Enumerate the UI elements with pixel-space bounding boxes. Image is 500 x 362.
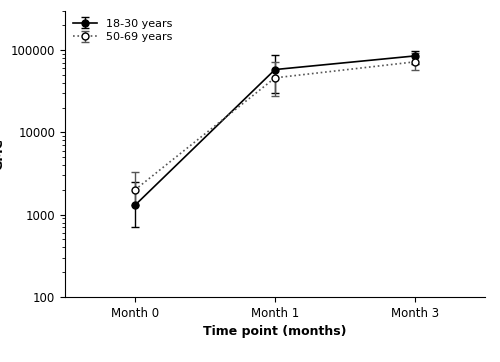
Y-axis label: GMC: GMC bbox=[0, 138, 6, 170]
Legend: 18-30 years, 50-69 years: 18-30 years, 50-69 years bbox=[70, 16, 174, 44]
X-axis label: Time point (months): Time point (months) bbox=[203, 325, 347, 338]
